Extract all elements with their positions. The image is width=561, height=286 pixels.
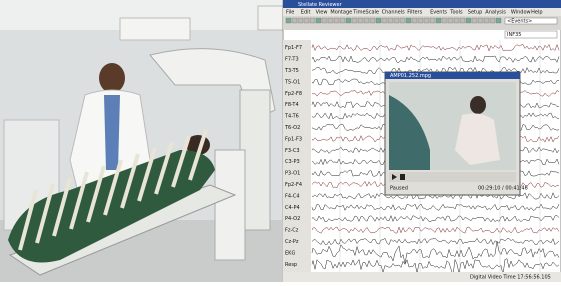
video-status: Paused bbox=[390, 186, 408, 192]
video-controls bbox=[389, 172, 516, 182]
tool-button[interactable] bbox=[322, 18, 327, 23]
channel-label: C4-P4 bbox=[285, 205, 300, 211]
channel-label: C3-P3 bbox=[285, 159, 300, 165]
channel-label: Cz-Pz bbox=[285, 239, 299, 245]
tool-button[interactable] bbox=[394, 18, 399, 23]
tool-button[interactable] bbox=[424, 18, 429, 23]
status-text: Digital Video Time 17:56:56.105 bbox=[470, 275, 551, 281]
tool-button[interactable] bbox=[370, 18, 375, 23]
menu-item[interactable]: Montage bbox=[330, 10, 352, 16]
menu-item[interactable]: Window bbox=[511, 10, 531, 16]
window-title: Stellate Reviewer bbox=[298, 2, 343, 8]
menu-item[interactable]: Channels bbox=[382, 10, 406, 16]
tool-button[interactable] bbox=[436, 18, 441, 23]
channel-label: T6-O2 bbox=[284, 125, 300, 131]
menu-item[interactable]: Setup bbox=[468, 10, 483, 16]
tool-button[interactable] bbox=[328, 18, 333, 23]
tool-button[interactable] bbox=[382, 18, 387, 23]
video-person-head bbox=[470, 96, 486, 114]
tool-button[interactable] bbox=[316, 18, 321, 23]
tool-button[interactable] bbox=[484, 18, 489, 23]
menu-item[interactable]: File bbox=[286, 10, 294, 16]
channel-label: F8-T4 bbox=[285, 102, 299, 108]
tool-button[interactable] bbox=[430, 18, 435, 23]
channel-label: Fp2-F8 bbox=[285, 91, 302, 97]
tool-button[interactable] bbox=[388, 18, 393, 23]
menu-item[interactable]: Analysis bbox=[485, 10, 506, 16]
channel-label: T5-O1 bbox=[284, 79, 300, 85]
doctor-scrubs bbox=[104, 95, 120, 170]
channel-label: F4-C4 bbox=[285, 193, 300, 199]
menu-item[interactable]: Tools bbox=[449, 10, 463, 16]
channel-label: F7-T3 bbox=[285, 57, 299, 63]
tool-button[interactable] bbox=[310, 18, 315, 23]
tool-button[interactable] bbox=[352, 18, 357, 23]
tool-button[interactable] bbox=[448, 18, 453, 23]
tool-button[interactable] bbox=[304, 18, 309, 23]
tool-button[interactable] bbox=[406, 18, 411, 23]
tool-button[interactable] bbox=[334, 18, 339, 23]
tool-button[interactable] bbox=[442, 18, 447, 23]
channel-label: Fz-Cz bbox=[285, 228, 299, 234]
tool-button[interactable] bbox=[460, 18, 465, 23]
video-time: 00:29:10 / 00:41:46 bbox=[478, 186, 528, 192]
channel-label: T4-T6 bbox=[284, 114, 299, 120]
air-conditioner bbox=[120, 18, 190, 40]
channel-label: Fp1-F7 bbox=[285, 45, 302, 51]
video-window: AMP01.252.mpg Paused 00:29:10 / 00:41:46 bbox=[385, 72, 528, 195]
menu-item[interactable]: View bbox=[316, 10, 328, 16]
doctor-head bbox=[99, 63, 125, 93]
menu-item[interactable]: TimeScale bbox=[352, 10, 379, 16]
channel-label: Fp2-F4 bbox=[285, 182, 302, 188]
channel-label: Fp1-F3 bbox=[285, 136, 302, 142]
air-conditioner bbox=[258, 6, 284, 30]
tool-button[interactable] bbox=[466, 18, 471, 23]
tool-button[interactable] bbox=[346, 18, 351, 23]
tool-button[interactable] bbox=[496, 18, 501, 23]
tool-button[interactable] bbox=[358, 18, 363, 23]
channel-label: EKG bbox=[285, 250, 295, 256]
menu-item[interactable]: Edit bbox=[301, 10, 311, 16]
pause-button[interactable] bbox=[400, 174, 405, 180]
tool-button[interactable] bbox=[490, 18, 495, 23]
tool-button[interactable] bbox=[418, 18, 423, 23]
channel-label: Resp bbox=[285, 262, 297, 268]
tool-button[interactable] bbox=[478, 18, 483, 23]
video-title: AMP01.252.mpg bbox=[390, 73, 431, 79]
tool-button[interactable] bbox=[472, 18, 477, 23]
menu-item[interactable]: Help bbox=[531, 10, 542, 16]
photo bbox=[0, 0, 284, 282]
scene: Stellate Reviewer File Edit ViewMontageTim… bbox=[0, 0, 561, 282]
channel-label: T3-T5 bbox=[284, 68, 299, 74]
tool-button[interactable] bbox=[412, 18, 417, 23]
tool-button[interactable] bbox=[292, 18, 297, 23]
tool-button[interactable] bbox=[364, 18, 369, 23]
search-text[interactable]: <Events> bbox=[507, 19, 532, 25]
channel-label: P4-O2 bbox=[285, 216, 300, 222]
channel-column bbox=[283, 40, 311, 272]
tool-button[interactable] bbox=[376, 18, 381, 23]
tool-button[interactable] bbox=[286, 18, 291, 23]
tool-button[interactable] bbox=[400, 18, 405, 23]
channel-label: P3-O1 bbox=[285, 171, 300, 177]
menu-item[interactable]: Filters bbox=[407, 10, 422, 16]
field-text[interactable]: INF35 bbox=[507, 32, 521, 38]
table-base bbox=[215, 150, 245, 260]
tool-button[interactable] bbox=[298, 18, 303, 23]
channel-label: F3-C3 bbox=[285, 148, 300, 154]
menu-item[interactable]: Events bbox=[430, 10, 447, 16]
tool-button[interactable] bbox=[454, 18, 459, 23]
tool-button[interactable] bbox=[340, 18, 345, 23]
